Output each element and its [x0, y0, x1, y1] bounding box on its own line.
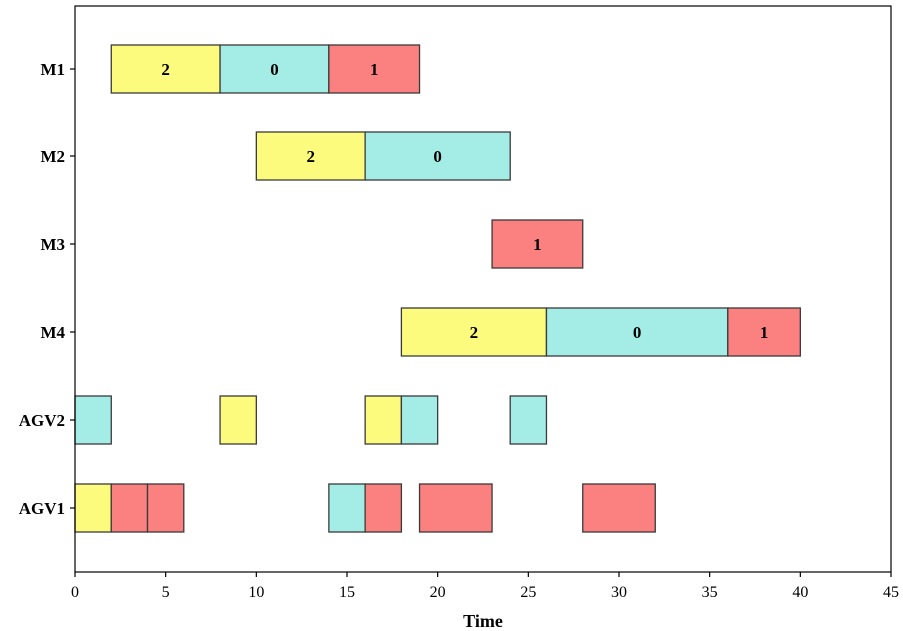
task-label: 0 [270, 60, 279, 79]
x-tick-label: 20 [430, 584, 446, 601]
task-bar-agv1-job-1 [146, 483, 185, 533]
x-tick-label: 5 [162, 584, 170, 601]
row-label-agv1: AGV1 [19, 499, 65, 518]
task-bar-m2-job-0 [364, 131, 511, 181]
task-label: 2 [470, 323, 479, 342]
task-bar-agv1-job-1 [364, 483, 403, 533]
task-label: 2 [161, 60, 170, 79]
plot-frame [74, 5, 892, 573]
task-bar-m4-job-0 [545, 307, 729, 357]
row-label-m2: M2 [40, 147, 65, 166]
task-label: 1 [760, 323, 769, 342]
task-label: 2 [306, 147, 315, 166]
x-axis: 0 5 10 15 20 25 30 35 40 45 [71, 572, 899, 601]
task-bar-m1-job-2 [110, 44, 221, 94]
y-axis: M1 M2 M3 M4 AGV2 AGV1 [19, 60, 75, 518]
task-label: 0 [433, 147, 442, 166]
task-bars: 2 0 1 2 0 1 2 0 1 [74, 44, 801, 533]
row-label-m1: M1 [40, 60, 65, 79]
x-tick-label: 0 [71, 584, 79, 601]
task-bar-agv2-job-0 [400, 395, 439, 445]
x-tick-label: 40 [792, 584, 808, 601]
x-tick-label: 30 [611, 584, 627, 601]
task-bar-agv1-job-1 [582, 483, 656, 533]
task-bar-m4-job-1 [727, 307, 801, 357]
task-bar-agv1-job-0 [328, 483, 366, 533]
task-bar-m1-job-0 [219, 44, 330, 94]
x-axis-title: Time [463, 611, 503, 631]
task-bar-agv2-job-0 [509, 395, 548, 445]
task-bar-agv2-job-0 [74, 395, 112, 445]
task-bar-m4-job-2 [400, 307, 548, 357]
task-label: 1 [370, 60, 379, 79]
task-label: 0 [633, 323, 642, 342]
task-bar-agv2-job-2 [364, 395, 403, 445]
x-tick-label: 10 [248, 584, 264, 601]
x-tick-label: 35 [702, 584, 718, 601]
task-bar-agv1-job-2 [74, 483, 112, 533]
row-label-agv2: AGV2 [19, 411, 65, 430]
row-label-m3: M3 [40, 235, 65, 254]
row-label-m4: M4 [40, 323, 65, 342]
task-bar-agv1-job-1 [110, 483, 149, 533]
x-tick-label: 45 [883, 584, 899, 601]
task-bar-m1-job-1 [328, 44, 421, 94]
x-tick-label: 15 [339, 584, 355, 601]
x-tick-label: 25 [520, 584, 536, 601]
task-bar-m3-job-1 [491, 219, 584, 269]
task-bar-agv2-job-2 [219, 395, 257, 445]
task-label: 1 [533, 235, 542, 254]
task-bar-agv1-job-1 [418, 483, 493, 533]
